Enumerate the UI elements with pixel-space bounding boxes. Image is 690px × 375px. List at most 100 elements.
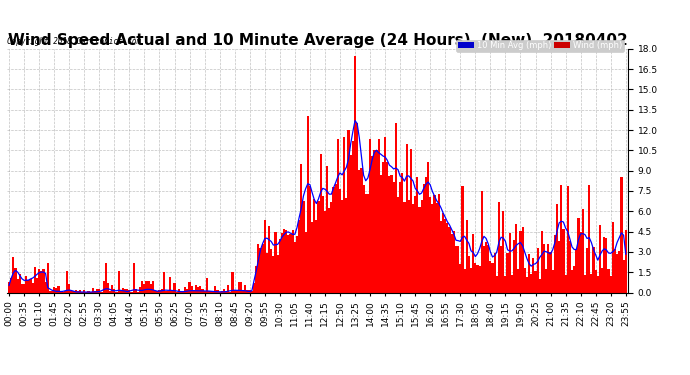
Bar [365,194,367,292]
Bar [109,291,111,292]
Bar [184,287,186,292]
Bar [302,201,304,292]
Bar [513,240,515,292]
Bar [543,244,545,292]
Bar [360,168,362,292]
Bar [532,258,535,292]
Bar [317,201,319,292]
Bar [564,275,566,292]
Bar [152,281,154,292]
Bar [182,291,184,292]
Bar [448,227,451,292]
Bar [103,281,105,292]
Bar [242,290,244,292]
Bar [270,249,273,292]
Bar [506,254,509,292]
Bar [70,291,72,292]
Bar [489,261,491,292]
Bar [167,291,169,292]
Bar [25,276,28,292]
Bar [92,288,94,292]
Bar [150,284,152,292]
Bar [537,248,539,292]
Bar [414,196,416,292]
Bar [68,284,70,292]
Bar [573,266,575,292]
Bar [535,271,537,292]
Bar [107,284,109,292]
Bar [227,285,229,292]
Bar [306,117,309,292]
Bar [313,199,315,292]
Bar [423,184,425,292]
Bar [560,185,562,292]
Bar [345,198,348,292]
Bar [19,274,21,292]
Bar [28,280,30,292]
Bar [88,291,90,292]
Bar [47,263,49,292]
Bar [234,290,236,292]
Bar [266,254,268,292]
Bar [300,164,302,292]
Bar [437,194,440,292]
Bar [178,289,180,292]
Bar [431,204,433,292]
Bar [296,237,298,292]
Bar [622,261,624,292]
Bar [290,234,292,292]
Bar [612,222,614,292]
Bar [79,290,81,292]
Bar [343,137,345,292]
Bar [462,186,464,292]
Bar [292,230,294,292]
Bar [416,177,418,292]
Bar [541,231,543,292]
Bar [401,173,404,292]
Bar [148,280,150,292]
Bar [173,282,175,292]
Bar [322,196,324,292]
Bar [180,291,182,292]
Bar [124,289,126,292]
Bar [545,269,547,292]
Bar [582,209,584,292]
Bar [111,285,113,292]
Bar [453,231,455,292]
Bar [386,162,388,292]
Bar [358,170,360,292]
Bar [620,177,622,292]
Bar [328,208,331,292]
Bar [57,286,59,292]
Bar [66,272,68,292]
Bar [264,220,266,292]
Text: Copyright 2018 Cartronics.com: Copyright 2018 Cartronics.com [7,37,141,46]
Bar [618,252,620,292]
Bar [277,255,279,292]
Bar [44,282,47,292]
Bar [616,254,618,292]
Bar [10,278,12,292]
Bar [530,274,532,292]
Bar [240,282,242,292]
Bar [551,270,554,292]
Bar [495,276,498,292]
Bar [324,211,326,292]
Bar [335,184,337,292]
Bar [614,249,616,292]
Bar [352,141,354,292]
Bar [406,144,408,292]
Bar [588,185,591,292]
Bar [460,264,462,292]
Bar [135,289,137,292]
Bar [395,123,397,292]
Bar [223,290,225,292]
Bar [451,234,453,292]
Bar [283,229,285,292]
Bar [331,202,333,292]
Bar [275,232,277,292]
Bar [34,267,36,292]
Bar [384,137,386,292]
Bar [605,238,607,292]
Bar [217,290,219,292]
